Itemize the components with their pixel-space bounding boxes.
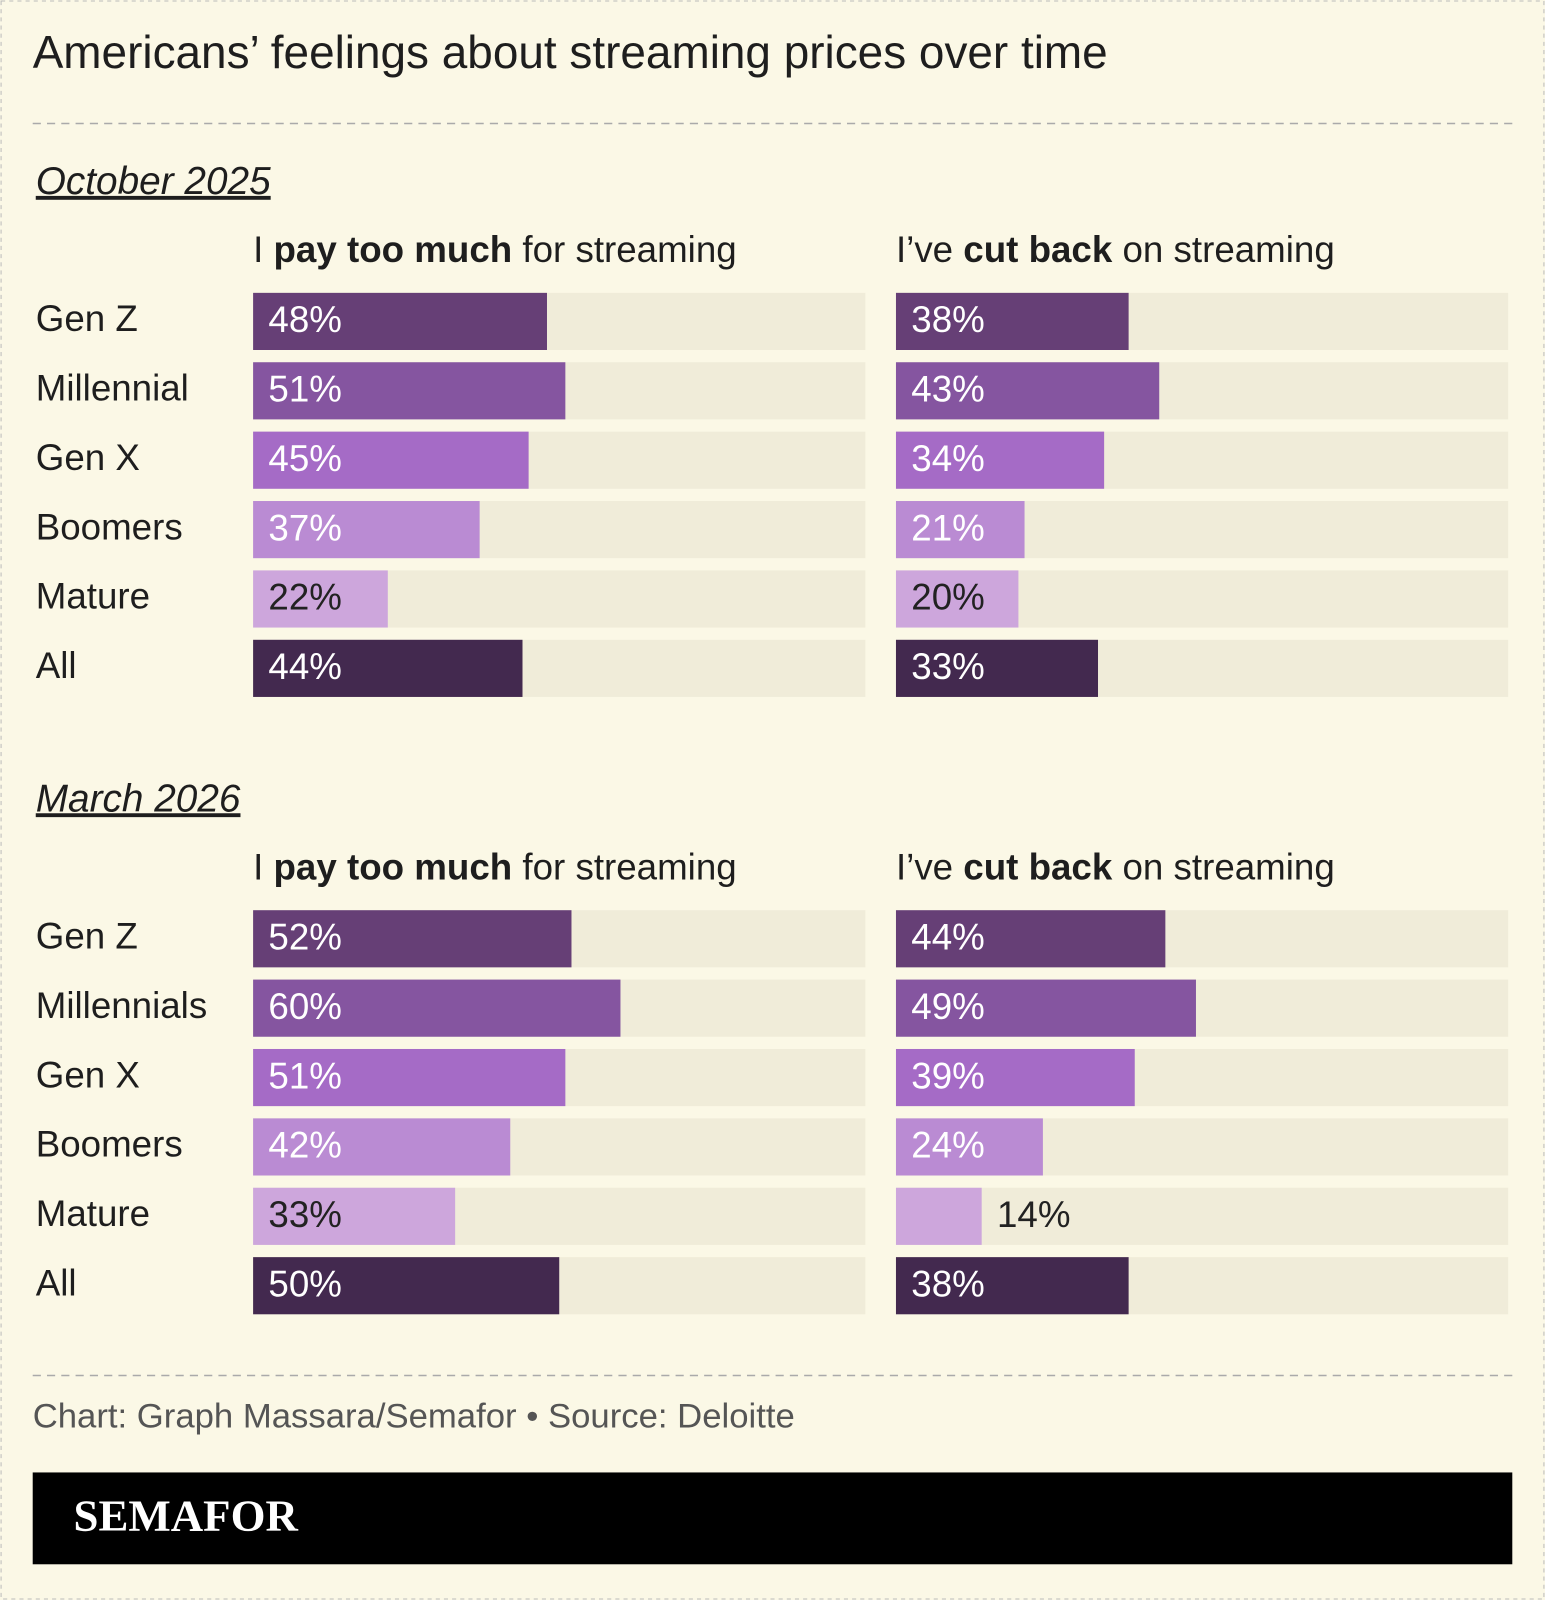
bar: [253, 979, 621, 1037]
bar: [895, 979, 1196, 1037]
bar-track: [895, 1187, 1509, 1245]
panel-title-part: I: [253, 229, 273, 270]
bar: [253, 501, 480, 559]
value-label: 52%: [268, 916, 342, 957]
panel-title-part: on streaming: [1112, 846, 1334, 887]
bar: [253, 292, 547, 350]
bar: [253, 570, 388, 628]
brand-bar: [32, 1472, 1513, 1565]
panel-title-part: I’ve: [896, 846, 963, 887]
value-label: 51%: [268, 369, 342, 410]
value-label: 44%: [268, 646, 342, 687]
panel-title-part: cut back: [963, 846, 1113, 887]
bar: [895, 1257, 1129, 1315]
panel-title: I’ve cut back on streaming: [896, 846, 1335, 887]
bar: [253, 1048, 566, 1107]
category-label: Gen X: [36, 1054, 140, 1095]
brand: SEMAFOR: [74, 1491, 299, 1541]
value-label: 51%: [268, 1055, 342, 1096]
category-label: All: [36, 645, 77, 686]
title: Americans’ feelings about streaming pric…: [33, 26, 1108, 78]
panel-title-part: pay too much: [274, 229, 513, 270]
bar: [895, 910, 1166, 968]
category-label: Millennials: [36, 985, 207, 1026]
section-title: October 2025: [36, 160, 271, 203]
bar: [895, 570, 1019, 628]
panel-title: I’ve cut back on streaming: [896, 229, 1335, 270]
bar: [253, 431, 529, 489]
source: Chart: Graph Massara/Semafor • Source: D…: [33, 1398, 795, 1436]
value-label: 14%: [997, 1194, 1070, 1235]
category-label: All: [36, 1262, 77, 1303]
bar: [895, 1118, 1043, 1176]
bar: [895, 639, 1099, 697]
bar: [253, 1187, 456, 1245]
panel-title-part: for streaming: [512, 846, 736, 887]
value-label: 60%: [268, 986, 342, 1027]
value-label: 49%: [911, 986, 985, 1027]
bar: [253, 362, 566, 420]
category-label: Boomers: [36, 506, 183, 547]
panel-title-part: on streaming: [1112, 229, 1334, 270]
value-label: 50%: [268, 1263, 342, 1304]
bar: [253, 1257, 560, 1315]
value-label: 48%: [268, 299, 342, 340]
panel-title: I pay too much for streaming: [253, 846, 737, 887]
panel-title: I pay too much for streaming: [253, 229, 737, 270]
panel-title-part: I’ve: [896, 229, 963, 270]
panel-title-part: I: [253, 846, 273, 887]
value-label: 39%: [911, 1055, 985, 1096]
category-label: Gen X: [36, 437, 140, 478]
category-label: Mature: [36, 576, 150, 617]
value-label: 43%: [911, 369, 985, 410]
value-label: 44%: [911, 916, 985, 957]
bar: [895, 1187, 982, 1245]
panel-title-part: pay too much: [274, 846, 513, 887]
bar: [895, 501, 1025, 559]
value-label: 37%: [268, 507, 342, 548]
category-label: Mature: [36, 1193, 150, 1234]
panel-title-part: for streaming: [512, 229, 736, 270]
category-label: Gen Z: [36, 915, 138, 956]
bar: [895, 1048, 1135, 1107]
value-label: 20%: [911, 577, 985, 618]
bar: [895, 431, 1105, 489]
value-label: 38%: [911, 1263, 985, 1304]
bar: [895, 362, 1160, 420]
category-label: Gen Z: [36, 298, 138, 339]
value-label: 24%: [911, 1125, 985, 1166]
value-label: 34%: [911, 438, 985, 479]
panel-title-part: cut back: [963, 229, 1113, 270]
bar: [895, 292, 1129, 350]
bar: [253, 1118, 511, 1176]
value-label: 21%: [911, 507, 985, 548]
category-label: Boomers: [36, 1124, 183, 1165]
value-label: 38%: [911, 299, 985, 340]
section-title: March 2026: [36, 777, 241, 820]
category-label: Millennial: [36, 368, 189, 409]
value-label: 42%: [268, 1125, 342, 1166]
bar: [253, 910, 572, 968]
value-label: 33%: [268, 1194, 342, 1235]
value-label: 33%: [911, 646, 985, 687]
bar: [253, 639, 523, 697]
value-label: 22%: [268, 577, 342, 618]
value-label: 45%: [268, 438, 342, 479]
